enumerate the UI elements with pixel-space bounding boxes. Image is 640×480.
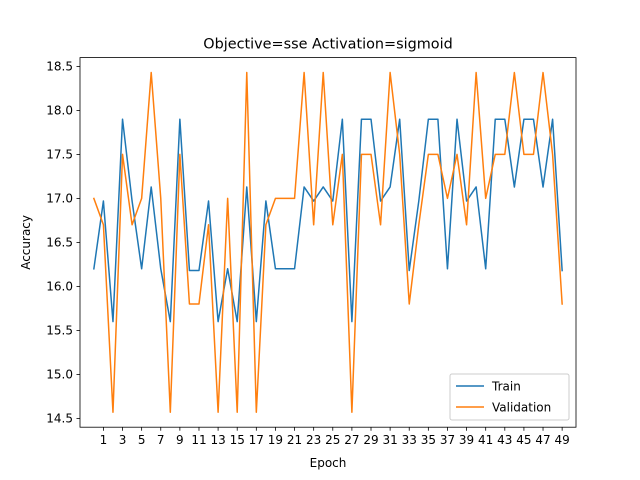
y-tick-label: 17.5 xyxy=(46,148,73,162)
legend: Train Validation xyxy=(449,373,570,421)
x-tick-label: 19 xyxy=(268,433,283,447)
x-tick-label: 31 xyxy=(382,433,397,447)
x-tick-label: 49 xyxy=(555,433,570,447)
series-line-train xyxy=(93,118,563,323)
y-tick-label: 18.5 xyxy=(46,60,73,74)
x-tick-label: 29 xyxy=(363,433,378,447)
x-tick-label: 41 xyxy=(478,433,493,447)
x-tick-label: 33 xyxy=(402,433,417,447)
x-tick-label: 7 xyxy=(157,433,165,447)
y-axis-label: Accuracy xyxy=(19,215,33,270)
series-layer xyxy=(92,71,563,413)
y-axis-ticks: 14.5 15.0 15.5 16.0 16.5 17.0 17.5 18.0 18.5 xyxy=(46,60,80,426)
x-tick-label: 37 xyxy=(440,433,455,447)
x-tick-label: 23 xyxy=(306,433,321,447)
y-tick-label: 17.0 xyxy=(46,192,73,206)
x-tick-label: 13 xyxy=(210,433,225,447)
chart-title: Objective=sse Activation=sigmoid xyxy=(203,37,452,53)
y-tick-label: 18.0 xyxy=(46,104,73,118)
y-tick-label: 15.5 xyxy=(46,324,73,338)
y-tick-label: 15.0 xyxy=(46,368,73,382)
x-tick-label: 47 xyxy=(535,433,550,447)
x-tick-label: 17 xyxy=(249,433,264,447)
x-tick-label: 11 xyxy=(191,433,206,447)
x-tick-label: 27 xyxy=(344,433,359,447)
x-tick-label: 5 xyxy=(138,433,146,447)
x-tick-label: 1 xyxy=(100,433,108,447)
x-tick-label: 39 xyxy=(459,433,474,447)
x-axis-label: Epoch xyxy=(310,456,347,470)
x-tick-label: 21 xyxy=(287,433,302,447)
y-tick-label: 16.0 xyxy=(46,280,73,294)
x-axis-ticks: 1 3 5 7 9 11 13 15 17 19 21 23 25 27 29 31 33 35 37 39 41 43 4… xyxy=(100,427,570,447)
series-line-validation xyxy=(92,71,563,413)
plot-frame xyxy=(79,57,577,428)
x-tick-label: 25 xyxy=(325,433,340,447)
x-tick-label: 35 xyxy=(421,433,436,447)
x-tick-label: 3 xyxy=(119,433,127,447)
x-tick-label: 9 xyxy=(176,433,184,447)
legend-label-validation: Validation xyxy=(492,401,551,415)
legend-label-train: Train xyxy=(491,380,521,394)
x-tick-label: 43 xyxy=(497,433,512,447)
y-tick-label: 14.5 xyxy=(46,412,73,426)
x-tick-label: 45 xyxy=(516,433,531,447)
y-tick-label: 16.5 xyxy=(46,236,73,250)
x-tick-label: 15 xyxy=(230,433,245,447)
